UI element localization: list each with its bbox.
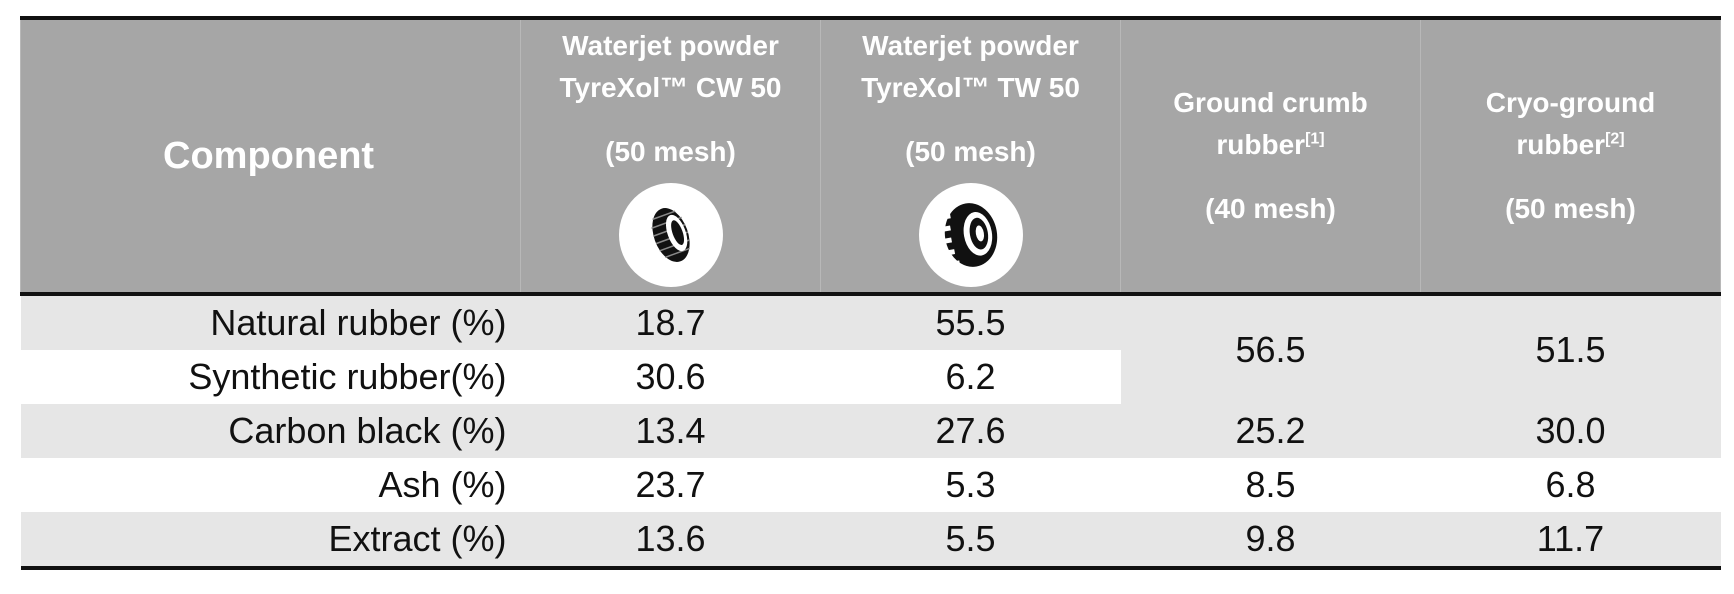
cell-cw50: 13.6 xyxy=(520,512,821,568)
header-cryo-line1: Cryo-ground xyxy=(1485,87,1656,118)
cell-cryo: 11.7 xyxy=(1420,512,1721,568)
cell-tw50: 6.2 xyxy=(820,350,1121,404)
cell-cryo: 30.0 xyxy=(1420,404,1721,458)
cell-ground-merged: 56.5 xyxy=(1120,294,1421,404)
header-tw50: Waterjet powder TyreXol™ TW 50 (50 mesh) xyxy=(820,18,1121,294)
header-ground-crumb: Ground crumb rubber[1] (40 mesh) xyxy=(1120,18,1421,294)
cell-cryo: 6.8 xyxy=(1420,458,1721,512)
header-tw50-mesh: (50 mesh) xyxy=(905,136,1036,167)
table-body: Natural rubber (%) 18.7 55.5 56.5 51.5 S… xyxy=(20,294,1721,568)
header-cryo-ground: Cryo-ground rubber[2] (50 mesh) xyxy=(1420,18,1721,294)
cell-tw50: 27.6 xyxy=(820,404,1121,458)
header-cryo-ref: [2] xyxy=(1605,130,1625,148)
cell-ground: 9.8 xyxy=(1120,512,1421,568)
component-header: Component xyxy=(20,18,521,294)
table-header: Component Waterjet powder TyreXol™ CW 50… xyxy=(20,18,1721,294)
cell-tw50: 55.5 xyxy=(820,294,1121,350)
truck-tyre-icon xyxy=(918,183,1023,287)
header-cw50-mesh: (50 mesh) xyxy=(605,136,736,167)
table-row: Carbon black (%) 13.4 27.6 25.2 30.0 xyxy=(20,404,1721,458)
row-label: Extract (%) xyxy=(20,512,521,568)
header-cryo-mesh: (50 mesh) xyxy=(1505,193,1636,224)
header-cw50: Waterjet powder TyreXol™ CW 50 (50 mesh) xyxy=(520,18,821,294)
header-cw50-line2: TyreXol™ CW 50 xyxy=(559,72,782,103)
header-tw50-line2: TyreXol™ TW 50 xyxy=(861,72,1080,103)
cell-ground: 25.2 xyxy=(1120,404,1421,458)
row-label: Natural rubber (%) xyxy=(20,294,521,350)
cell-ground: 8.5 xyxy=(1120,458,1421,512)
composition-table: Component Waterjet powder TyreXol™ CW 50… xyxy=(20,16,1721,570)
cell-cw50: 13.4 xyxy=(520,404,821,458)
table-row: Synthetic rubber(%) 30.6 6.2 xyxy=(20,350,1721,404)
table-row: Natural rubber (%) 18.7 55.5 56.5 51.5 xyxy=(20,294,1721,404)
header-cw50-line1: Waterjet powder xyxy=(562,30,779,61)
row-label: Carbon black (%) xyxy=(20,404,521,458)
table-row: Extract (%) 13.6 5.5 9.8 11.7 xyxy=(20,512,1721,568)
header-ground-line1: Ground crumb xyxy=(1173,87,1368,118)
cell-cw50: 23.7 xyxy=(520,458,821,512)
cell-tw50: 5.5 xyxy=(820,512,1121,568)
header-ground-line2: rubber[1] xyxy=(1216,129,1325,160)
cell-cw50: 30.6 xyxy=(520,350,821,404)
header-cryo-line2: rubber[2] xyxy=(1516,129,1625,160)
cell-cw50: 18.7 xyxy=(520,294,821,350)
header-ground-mesh: (40 mesh) xyxy=(1205,193,1336,224)
narrow-tyre-icon xyxy=(618,183,723,287)
table-row: Ash (%) 23.7 5.3 8.5 6.8 xyxy=(20,458,1721,512)
composition-table-container: Component Waterjet powder TyreXol™ CW 50… xyxy=(20,16,1721,570)
cell-cryo-merged: 51.5 xyxy=(1420,294,1721,404)
row-label: Synthetic rubber(%) xyxy=(20,350,521,404)
header-tw50-line1: Waterjet powder xyxy=(862,30,1079,61)
cell-tw50: 5.3 xyxy=(820,458,1121,512)
header-ground-ref: [1] xyxy=(1305,130,1325,148)
row-label: Ash (%) xyxy=(20,458,521,512)
